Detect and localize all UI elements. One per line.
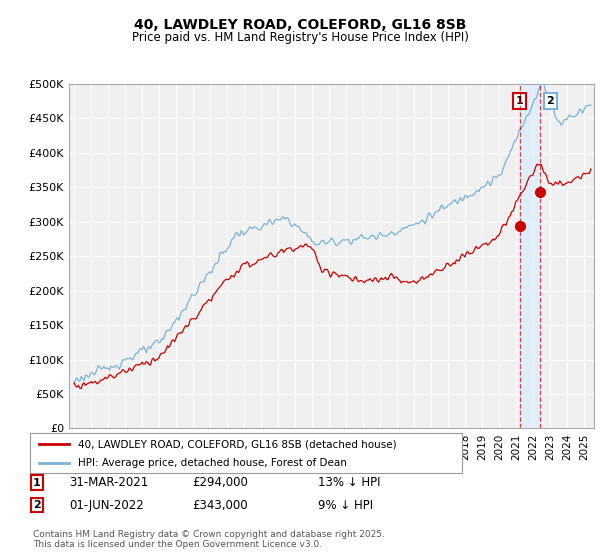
Text: HPI: Average price, detached house, Forest of Dean: HPI: Average price, detached house, Fore… (77, 458, 346, 468)
Text: 1: 1 (33, 478, 41, 488)
Text: 40, LAWDLEY ROAD, COLEFORD, GL16 8SB: 40, LAWDLEY ROAD, COLEFORD, GL16 8SB (134, 18, 466, 32)
Text: 1: 1 (515, 96, 523, 106)
Text: 9% ↓ HPI: 9% ↓ HPI (318, 498, 373, 512)
Text: 2: 2 (546, 96, 554, 106)
Text: 13% ↓ HPI: 13% ↓ HPI (318, 476, 380, 489)
Text: 01-JUN-2022: 01-JUN-2022 (69, 498, 144, 512)
Text: Contains HM Land Registry data © Crown copyright and database right 2025.
This d: Contains HM Land Registry data © Crown c… (33, 530, 385, 549)
Text: Price paid vs. HM Land Registry's House Price Index (HPI): Price paid vs. HM Land Registry's House … (131, 31, 469, 44)
Bar (520, 84, 540, 428)
Text: 2: 2 (33, 500, 41, 510)
Text: 31-MAR-2021: 31-MAR-2021 (69, 476, 148, 489)
Text: 40, LAWDLEY ROAD, COLEFORD, GL16 8SB (detached house): 40, LAWDLEY ROAD, COLEFORD, GL16 8SB (de… (77, 439, 396, 449)
Text: £343,000: £343,000 (192, 498, 248, 512)
Text: £294,000: £294,000 (192, 476, 248, 489)
